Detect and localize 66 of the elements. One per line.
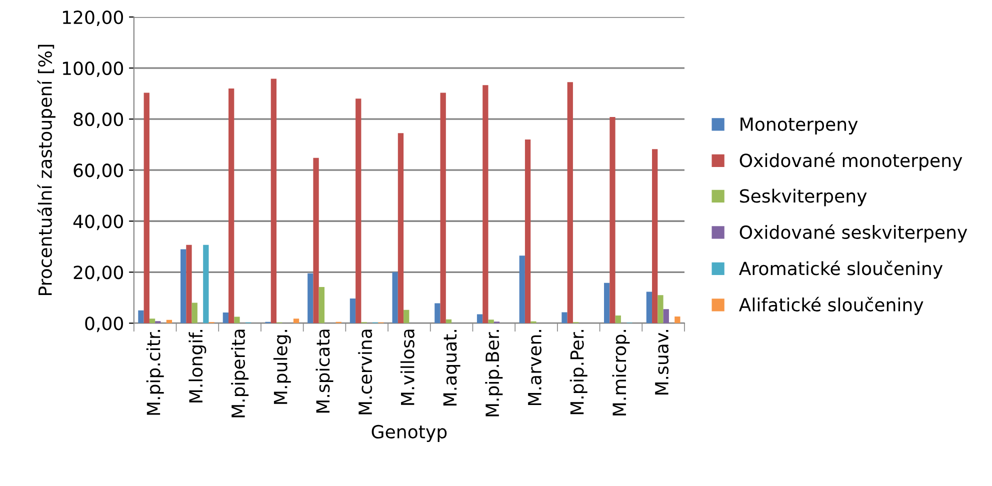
x-tick-label: M.aquat. [443,330,460,406]
bar [228,88,234,324]
bar [567,82,573,324]
bar [313,158,319,324]
x-tick-label: M.pip.Per. [570,330,588,414]
legend-label: Aromatické sloučeniny [738,260,943,279]
x-tick-label: M.spicata [316,330,334,413]
bar [446,319,452,324]
x-tick-label: M.longif. [188,330,206,402]
y-tick-label: 120,00 [63,10,123,26]
bar [562,312,568,324]
x-tick-label: M.arven. [528,330,542,406]
y-tick-label: 100,00 [63,62,123,77]
bar [440,92,446,324]
bar [615,316,621,324]
bar [524,139,531,324]
bar [398,133,404,324]
bar [350,298,356,324]
y-axis-title: Procentuální zastoupení [%] [37,44,56,296]
bar [663,309,669,324]
y-tick-label: 60,00 [74,164,123,180]
x-tick-label: M.piperita [231,330,249,418]
bar [203,244,209,324]
legend-label: Oxidované seskviterpeny [740,224,968,243]
bar [476,314,483,324]
bar [652,149,658,324]
x-tick-label: M.suav. [655,330,669,395]
bar [646,292,652,324]
bar [270,78,276,324]
x-tick-label: M.pip.citr. [146,330,164,415]
bar [434,303,440,324]
bar [604,282,610,324]
bar [192,302,198,324]
bar [293,318,300,324]
legend-label: Oxidované monoterpeny [740,152,962,171]
bar [482,85,488,324]
x-tick-label: M.microp. [612,330,630,416]
bar [404,310,410,324]
y-tick-label: 80,00 [74,112,123,128]
bar [180,249,186,324]
bar [186,244,192,324]
y-tick-label: 40,00 [73,214,123,230]
x-tick-label: M.villosa [400,330,414,405]
bar [674,316,680,324]
y-tick-label: 0,00 [85,316,123,332]
bar [308,273,314,324]
x-axis-title: Genotyp [372,424,447,442]
bar [144,92,150,324]
bar [392,272,398,324]
y-tick-label: 20,00 [74,266,123,282]
bar [658,295,664,324]
bar [318,286,324,324]
x-tick-label: M.pip.Ber. [485,330,503,416]
bar [519,256,525,324]
bar [138,310,144,324]
x-tick-label: M.puleg. [273,330,291,404]
legend-label: Monoterpeny [740,118,858,134]
bar [234,316,240,324]
bar [149,318,156,324]
x-tick-label: M.cervina [358,330,372,414]
legend-label: Seskviterpeny [740,188,867,206]
bar [610,117,616,324]
bar [356,98,362,324]
legend-label: Alifatické sloučeniny [738,296,924,316]
bar [222,312,229,324]
bar [488,320,494,324]
